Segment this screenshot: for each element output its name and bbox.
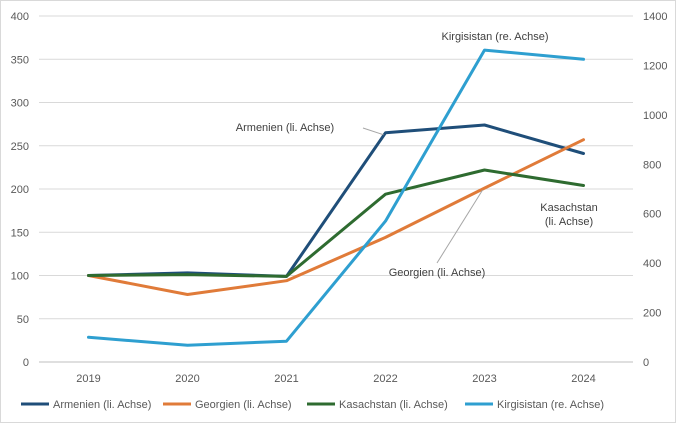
x-tick-label: 2019 [76,373,100,385]
annotation-label: Kasachstan [540,202,597,214]
annotation-leader-line [362,127,384,136]
y-right-tick-label: 1400 [643,11,667,23]
y-right-tick-label: 400 [643,258,661,270]
x-tick-label: 2021 [274,373,298,385]
series-line-georgien [87,138,585,296]
annotation-label: Georgien (li. Achse) [389,267,486,279]
x-tick-label: 2020 [175,373,199,385]
x-tick-label: 2024 [571,373,595,385]
y-right-tick-label: 1200 [643,60,667,72]
y-right-tick-label: 200 [643,308,661,320]
y-left-tick-label: 50 [17,314,29,326]
y-right-tick-label: 1000 [643,110,667,122]
legend-label: Kasachstan (li. Achse) [339,399,448,411]
y-right-tick-label: 800 [643,159,661,171]
x-tick-label: 2023 [472,373,496,385]
y-left-tick-label: 200 [11,184,29,196]
y-left-tick-label: 350 [11,54,29,66]
y-left-tick-label: 400 [11,11,29,23]
legend-label: Kirgisistan (re. Achse) [497,399,604,411]
legend-label: Armenien (li. Achse) [53,399,151,411]
y-left-tick-label: 150 [11,227,29,239]
series-line-kasachstan [87,168,585,278]
legend-label: Georgien (li. Achse) [195,399,292,411]
y-right-tick-label: 0 [643,357,649,369]
y-right-tick-label: 600 [643,209,661,221]
y-left-tick-label: 300 [11,98,29,110]
series-line-armenien [87,123,585,278]
x-tick-label: 2022 [373,373,397,385]
y-left-tick-label: 100 [11,271,29,283]
y-left-tick-label: 250 [11,141,29,153]
annotation-label: Kirgisistan (re. Achse) [442,31,549,43]
series-line-kirgisistan [87,48,585,347]
annotation-label: Armenien (li. Achse) [236,122,334,134]
annotation-label-line2: (li. Achse) [545,216,593,228]
annotation-leader-line [436,189,483,264]
y-left-tick-label: 0 [23,357,29,369]
